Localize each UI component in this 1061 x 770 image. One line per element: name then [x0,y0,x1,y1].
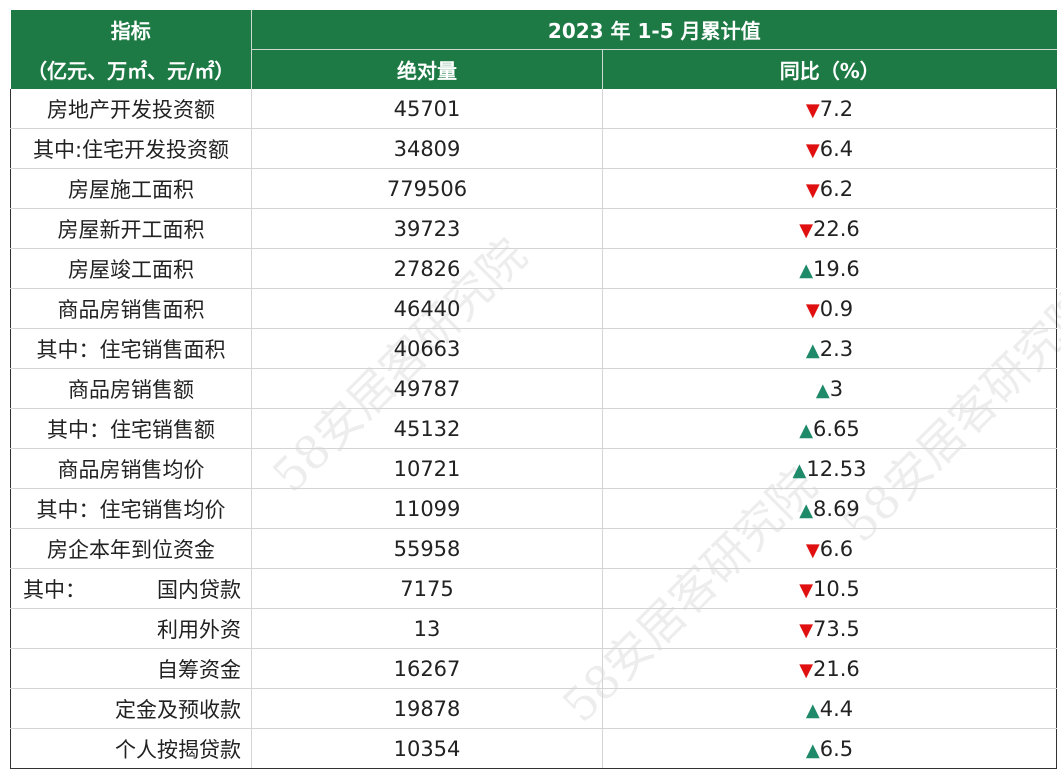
indicator-cell: 定金及预收款 [10,688,252,729]
arrow-down-icon: ▼ [799,659,814,681]
value-cell: 10354 [251,728,603,769]
table-row: 利用外资 13 ▼73.5 [10,608,1057,649]
change-cell: ▲19.6 [602,248,1057,289]
value-cell: 46440 [251,288,603,329]
arrow-up-icon: ▲ [799,259,814,281]
indicator-cell: 其中：住宅销售面积 [10,328,252,369]
indicator-cell: 其中：住宅销售均价 [10,488,252,529]
arrow-down-icon: ▼ [805,139,820,161]
change-cell: ▼6.6 [602,528,1057,569]
arrow-down-icon: ▼ [805,299,820,321]
table-row: 其中： 国内贷款 7175 ▼10.5 [10,568,1057,609]
table-row: 其中：住宅销售额 45132 ▲6.65 [10,408,1057,449]
indicator-cell: 利用外资 [10,608,252,649]
indicator-cell: 房地产开发投资额 [10,89,252,129]
value-cell: 34809 [251,128,603,169]
indicator-cell: 其中:住宅开发投资额 [10,128,252,169]
value-cell: 27826 [251,248,603,289]
change-cell: ▲12.53 [602,448,1057,489]
table-row: 自筹资金 16267 ▼21.6 [10,648,1057,689]
statistics-table: 指标 2023 年 1-5 月累计值 （亿元、万㎡、元/㎡） 绝对量 同比（%）… [10,10,1057,769]
value-cell: 11099 [251,488,603,529]
unit-header: （亿元、万㎡、元/㎡） [10,49,252,89]
table-row: 其中：住宅销售均价 11099 ▲8.69 [10,488,1057,529]
indicator-cell: 个人按揭贷款 [10,728,252,769]
arrow-up-icon: ▲ [805,339,820,361]
indicator-cell: 其中：住宅销售额 [10,408,252,449]
change-cell: ▼6.4 [602,128,1057,169]
arrow-down-icon: ▼ [799,219,814,241]
table-row: 定金及预收款 19878 ▲4.4 [10,688,1057,729]
value-cell: 19878 [251,688,603,729]
value-cell: 10721 [251,448,603,489]
change-cell: ▲6.65 [602,408,1057,449]
arrow-down-icon: ▼ [805,539,820,561]
table-row: 房屋新开工面积 39723 ▼22.6 [10,208,1057,249]
change-column-header: 同比（%） [602,49,1057,89]
change-cell: ▼22.6 [602,208,1057,249]
arrow-up-icon: ▲ [799,499,814,521]
value-cell: 45132 [251,408,603,449]
table-row: 房地产开发投资额 45701 ▼7.2 [10,89,1057,129]
table-row: 其中:住宅开发投资额 34809 ▼6.4 [10,128,1057,169]
arrow-down-icon: ▼ [799,579,814,601]
indicator-cell: 房屋施工面积 [10,168,252,209]
arrow-up-icon: ▲ [805,699,820,721]
arrow-up-icon: ▲ [792,459,807,481]
change-cell: ▲8.69 [602,488,1057,529]
change-cell: ▲4.4 [602,688,1057,729]
arrow-down-icon: ▼ [799,619,814,641]
indicator-cell: 自筹资金 [10,648,252,689]
table-row: 其中：住宅销售面积 40663 ▲2.3 [10,328,1057,369]
table-row: 商品房销售面积 46440 ▼0.9 [10,288,1057,329]
arrow-up-icon: ▲ [805,739,820,761]
indicator-cell: 房企本年到位资金 [10,528,252,569]
value-cell: 7175 [251,568,603,609]
indicator-cell: 商品房销售均价 [10,448,252,489]
indicator-cell: 商品房销售面积 [10,288,252,329]
change-cell: ▼10.5 [602,568,1057,609]
indicator-cell: 其中： 国内贷款 [10,568,252,609]
arrow-up-icon: ▲ [799,419,814,441]
value-cell: 49787 [251,368,603,409]
change-cell: ▼73.5 [602,608,1057,649]
value-column-header: 绝对量 [251,49,603,89]
change-cell: ▲3 [602,368,1057,409]
table-row: 个人按揭贷款 10354 ▲6.5 [10,728,1057,769]
table-row: 商品房销售均价 10721 ▲12.53 [10,448,1057,489]
arrow-down-icon: ▼ [805,179,820,201]
arrow-down-icon: ▼ [805,99,820,121]
table-row: 房屋竣工面积 27826 ▲19.6 [10,248,1057,289]
value-cell: 55958 [251,528,603,569]
value-cell: 39723 [251,208,603,249]
value-cell: 16267 [251,648,603,689]
change-cell: ▼21.6 [602,648,1057,689]
table-row: 房屋施工面积 779506 ▼6.2 [10,168,1057,209]
value-cell: 13 [251,608,603,649]
indicator-prefix: 其中： [23,577,86,602]
value-cell: 779506 [251,168,603,209]
value-cell: 40663 [251,328,603,369]
change-cell: ▲6.5 [602,728,1057,769]
table-row: 房企本年到位资金 55958 ▼6.6 [10,528,1057,569]
change-cell: ▲2.3 [602,328,1057,369]
indicator-cell: 房屋竣工面积 [10,248,252,289]
indicator-cell: 商品房销售额 [10,368,252,409]
value-cell: 45701 [251,89,603,129]
table-row: 商品房销售额 49787 ▲3 [10,368,1057,409]
change-cell: ▼0.9 [602,288,1057,329]
indicator-cell: 房屋新开工面积 [10,208,252,249]
arrow-up-icon: ▲ [815,379,830,401]
indicator-header: 指标 [10,10,252,50]
period-header: 2023 年 1-5 月累计值 [251,10,1057,50]
change-cell: ▼6.2 [602,168,1057,209]
change-cell: ▼7.2 [602,89,1057,129]
